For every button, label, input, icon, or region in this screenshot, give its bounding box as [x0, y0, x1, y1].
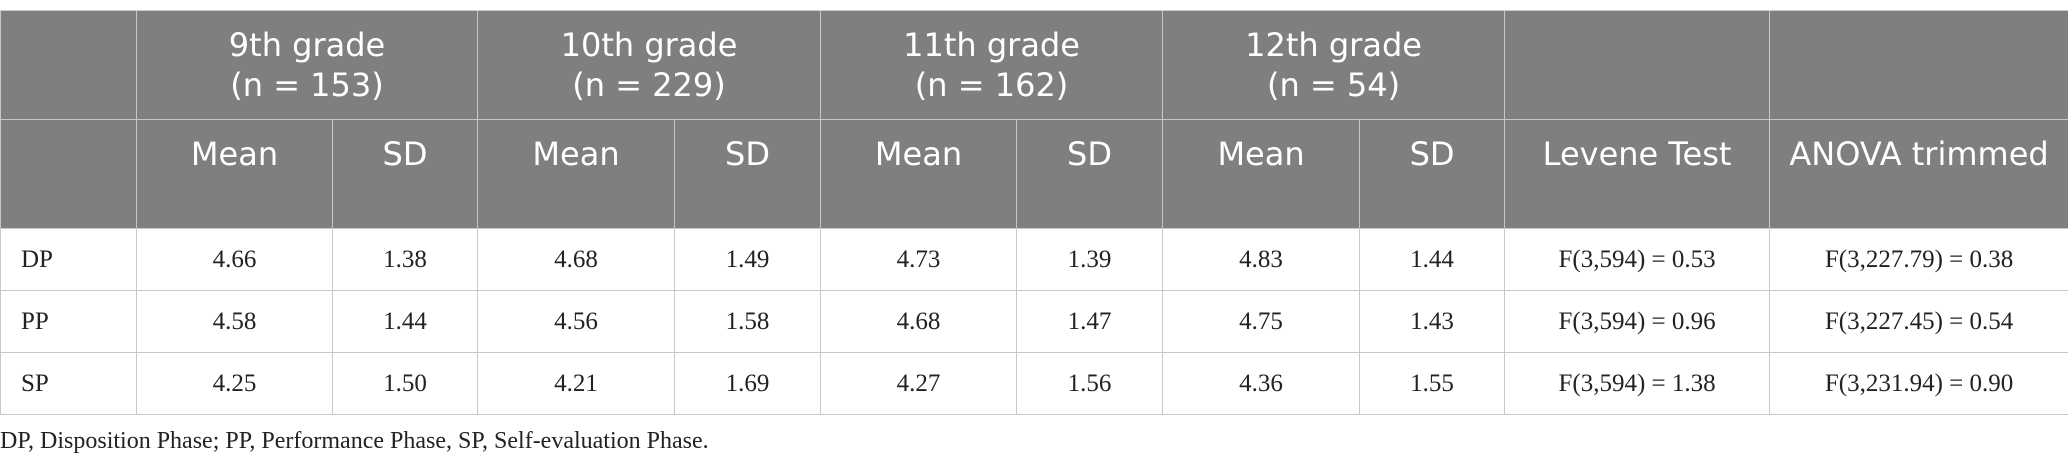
table-cell: 4.21 [477, 352, 675, 415]
grade-n: (n = 153) [230, 66, 384, 104]
grade-n: (n = 162) [914, 66, 1069, 104]
subheader: Mean [1162, 119, 1361, 229]
table-cell: 1.39 [1016, 228, 1164, 291]
data-table: 9th grade (n = 153) 10th grade (n = 229) 11t… [0, 10, 2068, 415]
table-header: 9th grade (n = 153) 10th grade (n = 229) 11t… [0, 10, 2068, 229]
row-label: PP [0, 290, 137, 353]
subheader: SD [1359, 119, 1506, 229]
table-cell: 1.49 [673, 228, 822, 291]
table-cell: 1.44 [1359, 228, 1506, 291]
table-cell: 4.36 [1162, 352, 1361, 415]
table-cell: 1.43 [1359, 290, 1506, 353]
table-cell: 4.58 [136, 290, 333, 353]
header-cell [0, 10, 137, 120]
table-cell: 4.56 [477, 290, 675, 353]
table-row: PP 4.58 1.44 4.56 1.58 4.68 1.47 4.75 1.43 F(3,59… [0, 290, 2068, 353]
table-wrapper: 9th grade (n = 153) 10th grade (n = 229) 11t… [0, 10, 2068, 415]
table-cell: F(3,594) = 0.53 [1504, 228, 1771, 291]
table-body: DP 4.66 1.38 4.68 1.49 4.73 1.39 4.83 1.44 F(3,59… [0, 228, 2068, 415]
table-cell: 4.83 [1162, 228, 1361, 291]
table-cell: 1.69 [673, 352, 822, 415]
row-label: SP [0, 352, 137, 415]
header-row: Mean SD Mean SD Mean SD Mean SD Levene Test ANOVA… [0, 119, 2068, 229]
grade-label: 11th grade [903, 26, 1080, 64]
grade-n: (n = 54) [1266, 66, 1401, 104]
table-cell: 4.27 [820, 352, 1018, 415]
subheader: SD [673, 119, 822, 229]
subheader: Mean [820, 119, 1018, 229]
table-cell: F(3,227.45) = 0.54 [1769, 290, 2068, 353]
grade-header: 9th grade (n = 153) [136, 10, 478, 120]
row-label: DP [0, 228, 137, 291]
table-cell: 1.50 [332, 352, 478, 415]
grade-header: 12th grade (n = 54) [1162, 10, 1506, 120]
table-cell: 4.25 [136, 352, 333, 415]
table-cell: 4.68 [477, 228, 675, 291]
grade-n: (n = 229) [572, 66, 726, 104]
table-row: DP 4.66 1.38 4.68 1.49 4.73 1.39 4.83 1.44 F(3,59… [0, 228, 2068, 291]
table-cell: 4.75 [1162, 290, 1361, 353]
footnote: DP, Disposition Phase; PP, Performance P… [0, 428, 709, 454]
grade-label: 10th grade [560, 26, 738, 64]
table-cell: 1.56 [1016, 352, 1164, 415]
header-cell [1769, 10, 2068, 120]
table-row: SP 4.25 1.50 4.21 1.69 4.27 1.56 4.36 1.55 F(3,59… [0, 352, 2068, 415]
grade-label: 12th grade [1245, 26, 1422, 64]
table-cell: 4.68 [820, 290, 1018, 353]
table-cell: 1.55 [1359, 352, 1506, 415]
table-cell: 4.73 [820, 228, 1018, 291]
table-cell: F(3,231.94) = 0.90 [1769, 352, 2068, 415]
grade-header: 10th grade (n = 229) [476, 10, 822, 120]
table-cell: F(3,594) = 1.38 [1504, 352, 1771, 415]
subheader: SD [332, 119, 478, 229]
header-cell [1504, 10, 1771, 120]
table-cell: 1.47 [1016, 290, 1164, 353]
header-row: 9th grade (n = 153) 10th grade (n = 229) 11t… [0, 10, 2068, 120]
grade-label: 9th grade [228, 26, 386, 64]
table-cell: 4.66 [136, 228, 333, 291]
table-cell: 1.58 [673, 290, 822, 353]
table-cell: 1.44 [332, 290, 478, 353]
subheader: SD [1016, 119, 1164, 229]
subheader: Levene Test [1504, 119, 1771, 229]
grade-header: 11th grade (n = 162) [820, 10, 1164, 120]
subheader: Mean [477, 119, 675, 229]
subheader: ANOVA trimmed [1769, 119, 2068, 229]
table-cell: 1.38 [332, 228, 478, 291]
subheader: Mean [136, 119, 333, 229]
table-cell: F(3,594) = 0.96 [1504, 290, 1771, 353]
table-cell: F(3,227.79) = 0.38 [1769, 228, 2068, 291]
header-cell [0, 119, 137, 229]
